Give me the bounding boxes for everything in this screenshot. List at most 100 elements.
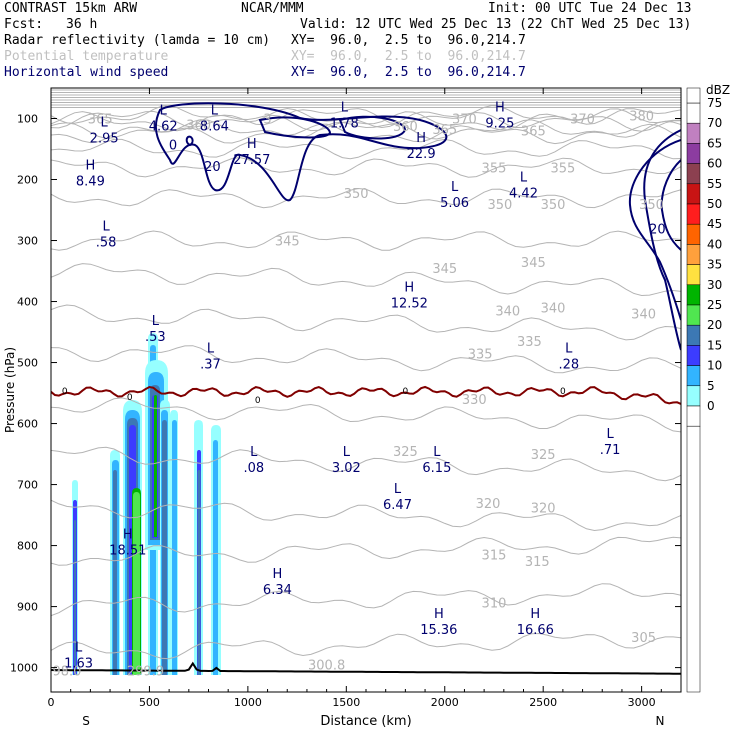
x-tick-label: 2500 xyxy=(529,696,557,709)
theta-contour-label: 365 xyxy=(432,123,457,138)
field-xy-reflectivity: XY= 96.0, 2.5 to 96.0,214.7 xyxy=(291,33,526,48)
extremum-value: 12.52 xyxy=(391,296,428,311)
extremum-value: .58 xyxy=(96,235,117,250)
extremum-type: L xyxy=(451,180,459,195)
y-tick-label: 600 xyxy=(17,418,38,431)
extremum-value: 6.34 xyxy=(263,583,292,598)
init-time: Init: 00 UTC Tue 24 Dec 13 xyxy=(488,1,692,16)
y-tick-label: 400 xyxy=(17,296,38,309)
colorbar-label: 50 xyxy=(707,197,722,211)
extremum-type: H xyxy=(530,607,540,622)
theta-contour xyxy=(51,583,681,617)
theta-contours xyxy=(51,89,681,660)
extrema-labels: L2.95L4.62L8.64L1.78H9.25H8.49H27.57H22.… xyxy=(64,100,620,671)
reflectivity-shading xyxy=(72,333,221,675)
theta-contour-label: 380 xyxy=(629,109,654,124)
colorbar-label: 40 xyxy=(707,237,722,251)
extremum-type: L xyxy=(565,341,573,356)
theta-contour xyxy=(51,263,681,297)
y-tick-label: 100 xyxy=(17,113,38,126)
wind-contour xyxy=(338,115,407,140)
colorbar-swatch xyxy=(686,345,701,366)
colorbar-swatch xyxy=(686,284,701,306)
colorbar-swatch xyxy=(686,304,701,326)
colorbar-label: 10 xyxy=(707,359,722,373)
extremum-type: L xyxy=(250,445,258,460)
theta-contour-label: 365 xyxy=(88,113,113,128)
theta-contour-label: 325 xyxy=(393,445,418,460)
theta-contour-label: 350 xyxy=(541,198,566,213)
colorbar-swatch xyxy=(686,405,701,427)
theta-contour-label: 350 xyxy=(639,198,664,213)
colorbar-label: 20 xyxy=(707,318,722,332)
theta-contour-label: 320 xyxy=(476,497,501,512)
axes: 0 500 1000 1500 2000 2500 30001002003004005006… xyxy=(10,88,681,709)
extremum-type: L xyxy=(343,445,351,460)
extremum-value: .53 xyxy=(145,330,166,345)
extremum-type: L xyxy=(207,341,215,356)
x-tick-label: 2000 xyxy=(431,696,459,709)
colorbar-label: 65 xyxy=(707,136,722,150)
x-tick-label: 3000 xyxy=(628,696,656,709)
extremum-type: H xyxy=(495,100,505,115)
extremum-type: H xyxy=(273,567,283,582)
theta-contour-label: 355 xyxy=(550,161,575,176)
colorbar-swatch xyxy=(686,163,701,185)
colorbar-label: 45 xyxy=(707,217,722,231)
theta-contour xyxy=(51,397,681,433)
theta-contour-label: 345 xyxy=(432,262,457,277)
terrain-line xyxy=(51,661,681,675)
theta-contour-label: 315 xyxy=(482,549,507,564)
theta-contour-label: 370 xyxy=(452,113,477,128)
wind-contour xyxy=(628,139,681,321)
field-xy-wind: XY= 96.0, 2.5 to 96.0,214.7 xyxy=(291,65,526,80)
freezing-level-label: 0 xyxy=(560,387,566,397)
extremum-value: .08 xyxy=(243,461,264,476)
reflectivity-cell xyxy=(113,470,117,675)
center-name: NCAR/MMM xyxy=(241,1,304,16)
colorbar-label: 0 xyxy=(707,399,715,413)
extremum-value: 1.63 xyxy=(64,656,93,671)
theta-contour-label: 315 xyxy=(525,555,550,570)
y-tick-label: 1000 xyxy=(10,662,38,675)
colorbar-unit: dBZ xyxy=(706,83,730,97)
extremum-type: L xyxy=(341,100,349,115)
freezing-level-label: 0 xyxy=(62,387,68,397)
extremum-value: 4.42 xyxy=(509,187,538,202)
colorbar-label: 15 xyxy=(707,338,722,352)
freezing-level-label: 0 xyxy=(127,393,133,403)
extremum-value: 5.06 xyxy=(440,196,469,211)
extremum-value: 16.66 xyxy=(517,623,554,638)
theta-contour-label: 325 xyxy=(531,448,556,463)
extremum-type: H xyxy=(404,280,414,295)
wind-contour-label: 0 xyxy=(169,139,177,154)
field-xy-theta: XY= 96.0, 2.5 to 96.0,214.7 xyxy=(291,49,526,64)
y-tick-label: 900 xyxy=(17,601,38,614)
colorbar-top xyxy=(686,87,701,104)
freezing-level: 0 0 0 0 0 xyxy=(51,385,681,406)
extremum-value: 9.25 xyxy=(485,116,514,131)
theta-contour-label: 360 xyxy=(186,119,211,134)
colorbar-swatch xyxy=(686,385,701,407)
freezing-level-label: 0 xyxy=(403,387,409,397)
theta-contour-label: 365 xyxy=(521,125,546,140)
extremum-value: 18.51 xyxy=(109,544,146,559)
reflectivity-cell xyxy=(197,470,201,675)
colorbar-label: 5 xyxy=(707,379,715,393)
theta-contour xyxy=(51,138,681,160)
theta-contour-label: 360 xyxy=(393,120,418,135)
y-tick-label: 500 xyxy=(17,357,38,370)
theta-contour-label: 345 xyxy=(521,256,546,271)
theta-contour-label: 355 xyxy=(482,161,507,176)
freezing-level-label: 0 xyxy=(255,396,261,406)
extremum-type: L xyxy=(103,219,111,234)
theta-contour-label: 299.9 xyxy=(127,665,164,680)
reflectivity-cell xyxy=(74,520,76,675)
theta-contour xyxy=(51,536,681,566)
x-end-right: N xyxy=(656,714,665,728)
theta-contour-label: 335 xyxy=(517,335,542,350)
extremum-value: .28 xyxy=(558,357,579,372)
theta-contour xyxy=(51,104,681,126)
x-tick-label: 1500 xyxy=(332,696,360,709)
